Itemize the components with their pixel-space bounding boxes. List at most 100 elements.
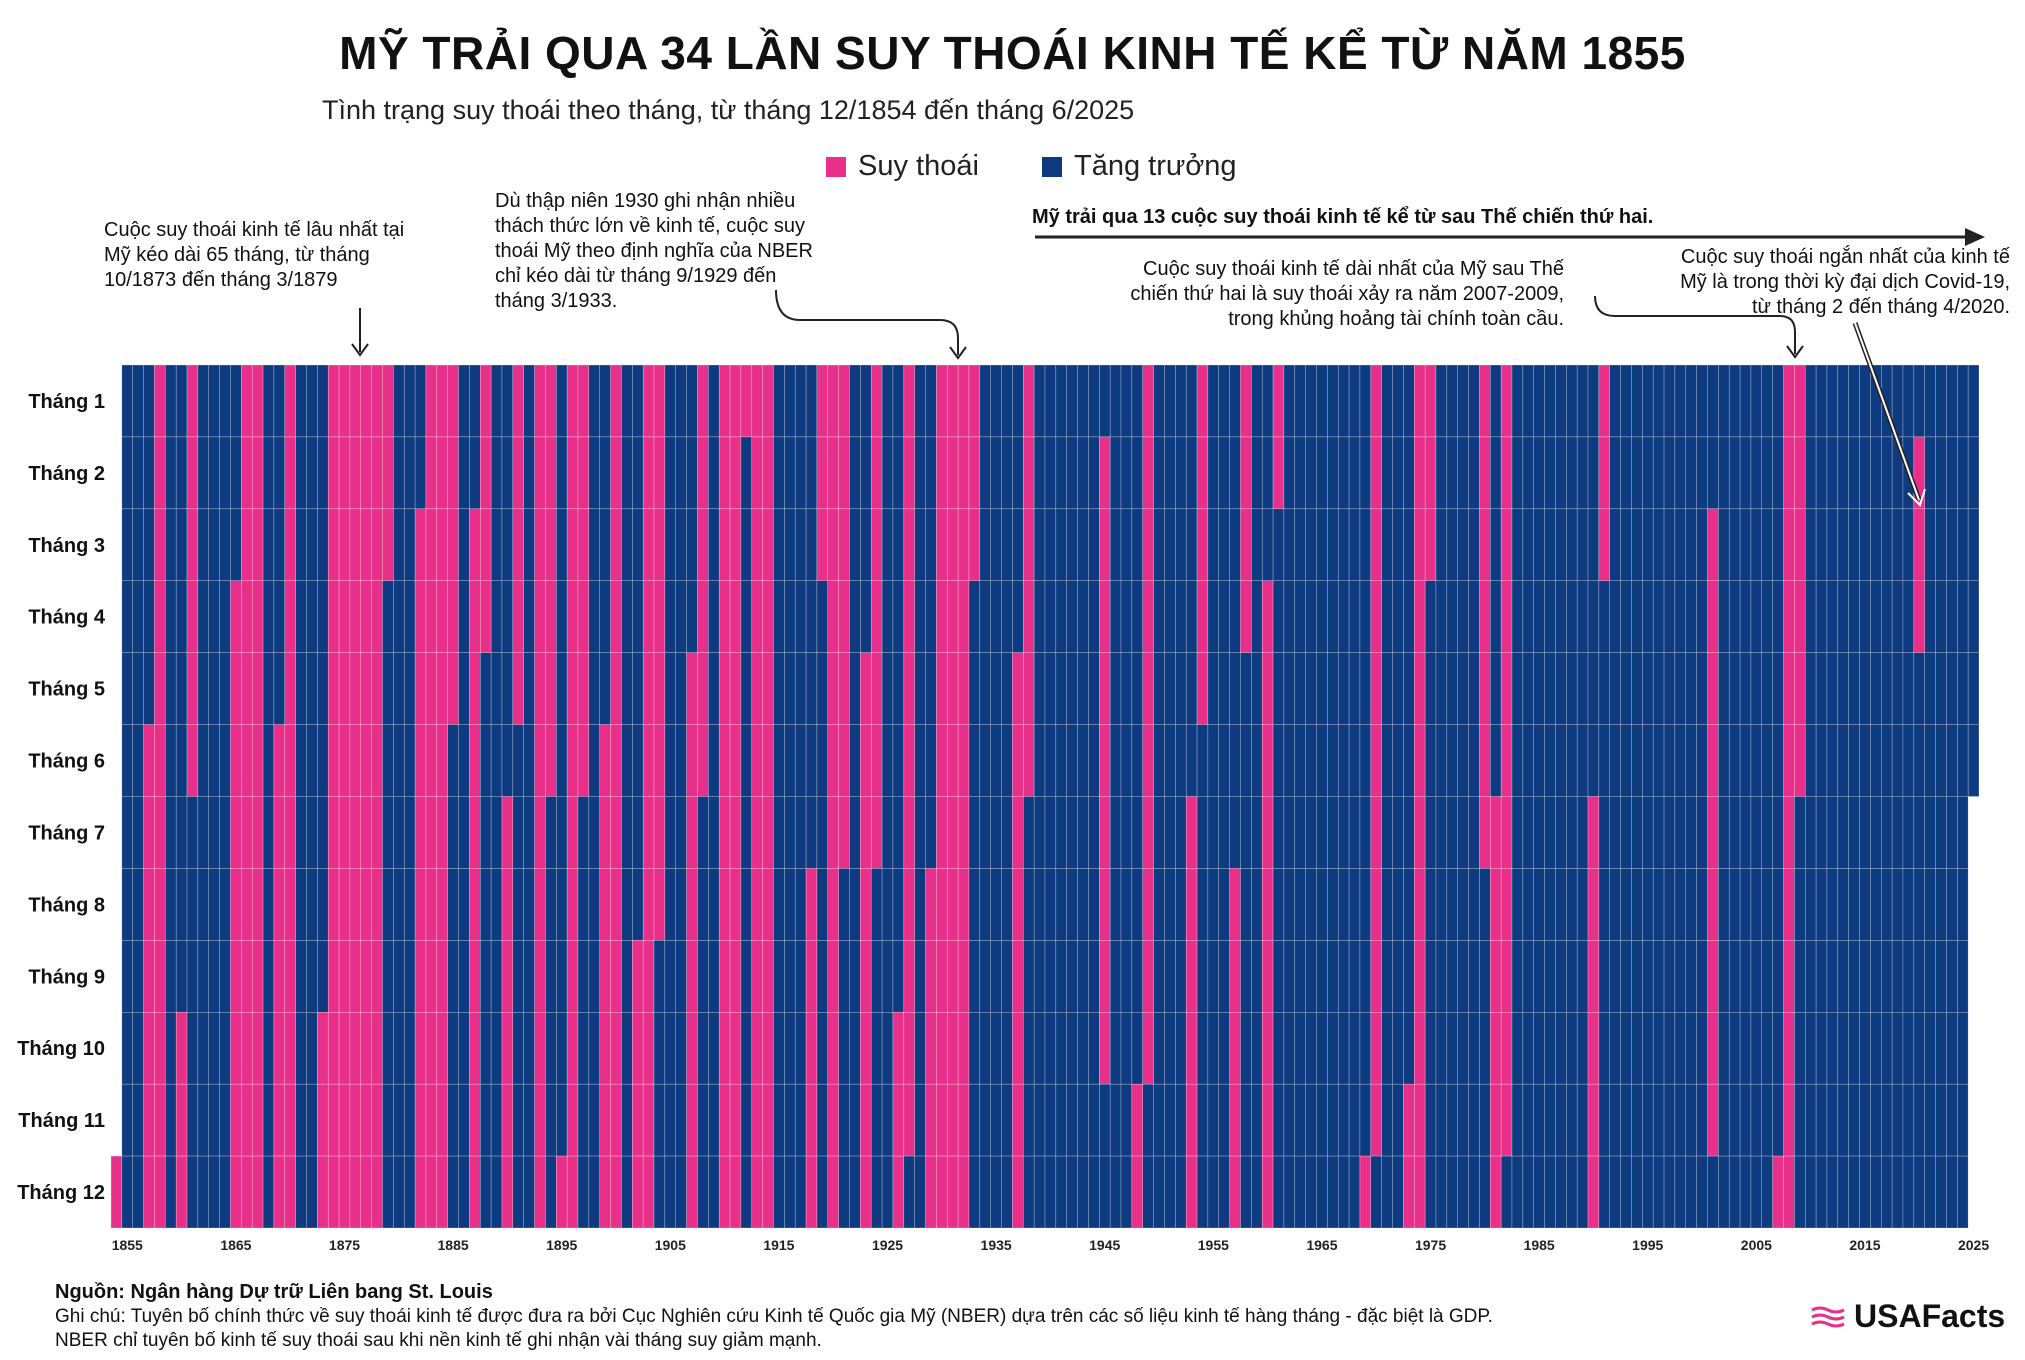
growth-cell	[1750, 364, 1763, 438]
recession-cell	[360, 580, 372, 653]
recession-cell	[327, 1012, 340, 1085]
growth-cell	[1696, 1155, 1708, 1229]
growth-cell	[1837, 580, 1849, 653]
growth-cell	[1848, 868, 1860, 941]
growth-cell	[1870, 724, 1882, 797]
recession-cell	[1196, 436, 1209, 510]
recession-cell	[284, 1012, 296, 1085]
growth-cell	[653, 1083, 666, 1157]
growth-cell	[490, 580, 503, 653]
growth-cell	[501, 508, 514, 581]
growth-cell	[816, 1012, 829, 1085]
growth-cell	[1403, 436, 1415, 510]
year-tick-label: 2025	[1958, 1237, 1989, 1253]
recession-cell	[1229, 1155, 1241, 1229]
growth-cell	[708, 940, 720, 1013]
month-tick-label: Tháng 9	[28, 966, 105, 988]
growth-cell	[1164, 652, 1176, 725]
annotation-longest-line: 10/1873 đến tháng 3/1879	[104, 269, 338, 291]
growth-cell	[1457, 508, 1469, 581]
growth-cell	[1424, 1155, 1437, 1229]
growth-cell	[1739, 868, 1752, 941]
growth-cell	[1305, 1012, 1317, 1085]
growth-cell	[1718, 1012, 1730, 1085]
recession-cell	[957, 580, 970, 653]
growth-cell	[860, 508, 872, 581]
growth-cell	[1859, 868, 1871, 941]
growth-cell	[1620, 652, 1632, 725]
recession-cell	[632, 1012, 644, 1085]
recession-cell	[957, 508, 970, 581]
recession-cell	[414, 1155, 427, 1229]
recession-cell	[1012, 1155, 1024, 1229]
recession-cell	[143, 796, 155, 869]
growth-cell	[295, 724, 307, 797]
growth-cell	[1761, 724, 1773, 797]
growth-cell	[458, 796, 470, 869]
recession-cell	[414, 940, 427, 1013]
recession-cell	[1794, 652, 1806, 725]
growth-cell	[838, 940, 850, 1013]
recession-cell	[327, 580, 340, 653]
recession-cell	[686, 1083, 698, 1157]
recession-cell	[1794, 580, 1806, 653]
growth-cell	[740, 652, 753, 725]
growth-cell	[1544, 1083, 1556, 1157]
growth-cell	[870, 868, 883, 941]
growth-cell	[892, 796, 905, 869]
growth-cell	[523, 868, 535, 941]
growth-cell	[1609, 1155, 1621, 1229]
growth-cell	[1294, 1012, 1306, 1085]
growth-cell	[1316, 940, 1328, 1013]
recession-cell	[154, 652, 166, 725]
growth-cell	[1750, 1155, 1763, 1229]
growth-cell	[621, 868, 633, 941]
growth-cell	[1251, 724, 1263, 797]
month-tick-label: Tháng 6	[28, 751, 105, 773]
recession-cell	[1414, 436, 1426, 510]
growth-cell	[1587, 508, 1600, 581]
growth-cell	[1555, 724, 1567, 797]
growth-cell	[1935, 652, 1947, 725]
growth-cell	[1327, 436, 1339, 510]
growth-cell	[1772, 724, 1784, 797]
recession-cell	[870, 436, 883, 510]
growth-cell	[1077, 652, 1089, 725]
recession-cell	[251, 1083, 264, 1157]
growth-cell	[1272, 868, 1285, 941]
growth-cell	[1077, 580, 1089, 653]
growth-cell	[208, 508, 220, 581]
growth-cell	[1957, 364, 1969, 438]
recession-cell	[816, 364, 829, 438]
growth-cell	[1566, 940, 1578, 1013]
growth-cell	[1924, 724, 1936, 797]
growth-cell	[1652, 1083, 1665, 1157]
growth-cell	[1815, 652, 1828, 725]
growth-cell	[197, 364, 209, 438]
growth-cell	[1870, 436, 1882, 510]
growth-cell	[208, 868, 220, 941]
growth-cell	[1207, 436, 1220, 510]
recession-cell	[925, 1155, 937, 1229]
growth-cell	[121, 1083, 133, 1157]
growth-cell	[577, 1155, 590, 1229]
growth-cell	[740, 868, 753, 941]
growth-cell	[914, 436, 926, 510]
growth-cell	[1804, 1012, 1817, 1085]
recession-cell	[371, 580, 383, 653]
growth-cell	[1131, 508, 1143, 581]
growth-cell	[1283, 508, 1296, 581]
growth-cell	[1370, 1155, 1382, 1229]
growth-cell	[230, 436, 242, 510]
growth-cell	[1403, 724, 1415, 797]
growth-cell	[295, 940, 307, 1013]
growth-cell	[1175, 364, 1187, 438]
growth-cell	[1294, 1083, 1306, 1157]
growth-cell	[968, 1155, 981, 1229]
growth-cell	[382, 796, 394, 869]
growth-cell	[1837, 508, 1849, 581]
recession-cell	[480, 364, 492, 438]
recession-cell	[371, 940, 383, 1013]
growth-cell	[1468, 508, 1480, 581]
recession-cell	[1142, 652, 1154, 725]
